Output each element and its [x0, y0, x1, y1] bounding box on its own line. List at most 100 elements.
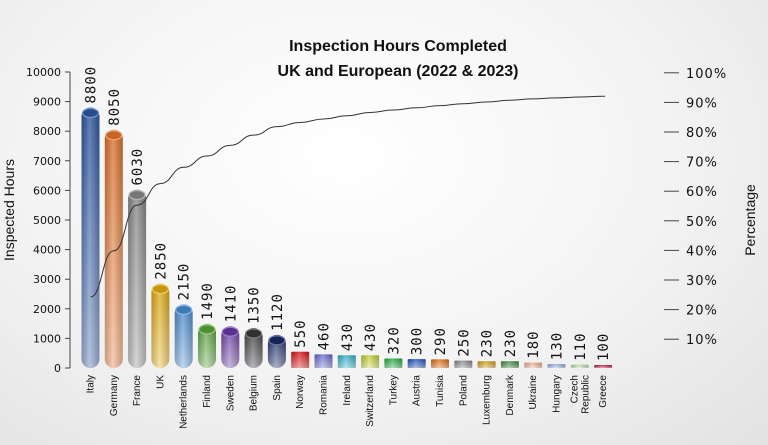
x-axis-tick-label: Romania: [319, 375, 330, 415]
bar-sheen: [291, 351, 310, 368]
y2-axis-tick-label: 70%: [686, 156, 718, 171]
data-label: 320: [386, 326, 402, 354]
bar-sheen: [477, 361, 496, 368]
bar: [431, 359, 449, 368]
x-axis-tick-label: Switzerland: [365, 375, 376, 427]
y2-axis-tick-label: 100%: [686, 67, 727, 82]
bar: [81, 107, 100, 369]
chart-title-line-1: Inspection Hours Completed: [289, 38, 507, 55]
data-label: 2150: [177, 263, 193, 301]
x-axis-tick-label: Turkey: [388, 375, 399, 405]
x-axis-tick-label: Czech: [569, 375, 580, 403]
bar-sheen: [407, 359, 426, 368]
bar-sheen: [547, 364, 566, 368]
bar-sheen: [570, 364, 589, 368]
bar-sheen: [151, 283, 170, 368]
bar-sheen: [524, 362, 543, 368]
x-axis-tick-label: Germany: [109, 375, 120, 416]
data-label: 230: [503, 329, 519, 357]
data-label: 430: [363, 323, 379, 351]
x-axis-tick-label: Denmark: [505, 374, 516, 416]
data-label: 230: [480, 329, 496, 357]
bar-cap: [105, 130, 123, 141]
x-axis-tick-label: Republic: [580, 375, 591, 414]
y2-axis-tick-label: 50%: [686, 215, 718, 230]
x-axis-tick-label: UK: [155, 375, 166, 389]
x-axis-tick-label: Tunisia: [435, 375, 446, 407]
data-label: 6030: [130, 148, 146, 186]
data-label: 8800: [84, 66, 100, 104]
bar-sheen: [384, 358, 403, 368]
data-label: 110: [573, 332, 589, 360]
bar-cap: [245, 328, 263, 339]
data-label: 460: [317, 322, 333, 350]
bar: [198, 323, 216, 368]
bar-sheen: [244, 328, 263, 368]
bar-sheen: [81, 107, 100, 369]
bar-cap: [175, 304, 193, 315]
cumulative-percentage-line: [90, 95, 606, 298]
data-label: 2850: [153, 242, 169, 280]
data-label: 180: [526, 330, 542, 358]
bar: [337, 355, 356, 368]
bar-sheen: [128, 189, 147, 368]
bar-sheen: [431, 359, 449, 368]
x-axis-tick-label: Hungary: [552, 375, 563, 413]
y2-axis-tick-label: 20%: [686, 304, 718, 319]
bar: [151, 283, 170, 368]
x-axis-tick-label: Ukraine: [528, 375, 539, 410]
y-axis-tick-label: 10000: [26, 66, 61, 79]
bar: [174, 304, 193, 368]
data-label: 1410: [223, 285, 239, 323]
bar-sheen: [594, 365, 613, 368]
x-axis-tick-label: Greece: [598, 375, 609, 408]
bar: [407, 359, 426, 368]
x-axis-tick-label: Italy: [86, 375, 97, 393]
data-labels: 8800 8050 6030 2850 2150 1490 1410 1350 1120 550 4…: [84, 66, 613, 361]
bar: [361, 355, 380, 368]
bar: [384, 358, 403, 368]
y-axis-label: Inspected Hours: [1, 159, 17, 261]
data-label: 8050: [107, 88, 123, 126]
bar: [314, 354, 333, 368]
bar-sheen: [314, 354, 333, 368]
y2-axis-tick-label: 90%: [686, 96, 718, 111]
bar-sheen: [221, 326, 240, 368]
x-axis-tick-label: Finland: [202, 375, 213, 408]
bar-cap: [151, 284, 169, 295]
y-axis-tick-label: 0: [54, 362, 61, 375]
bar-sheen: [500, 361, 519, 368]
bar-sheen: [198, 323, 216, 368]
y-axis: 0 1000 2000 3000 4000 5000 6000 7000 8000 9000 100…: [26, 66, 71, 375]
y-axis-tick-label: 7000: [33, 155, 61, 168]
y2-axis-label: Percentage: [742, 184, 758, 256]
x-axis-tick-label: Poland: [458, 375, 469, 406]
bar: [500, 361, 519, 368]
bar: [477, 361, 496, 368]
bar: [104, 129, 123, 368]
y-axis-tick-label: 1000: [33, 332, 61, 345]
y2-axis-tick-label: 80%: [686, 126, 718, 141]
data-label: 1120: [270, 293, 286, 331]
x-axis-labels: Italy Germany France UK Netherlands Finland Sw…: [86, 374, 610, 429]
y2-axis-tick-label: 60%: [686, 185, 718, 200]
bar: [524, 362, 543, 368]
bar-sheen: [454, 360, 473, 368]
bar-sheen: [337, 355, 356, 368]
y2-axis-tick-label: 30%: [686, 274, 718, 289]
data-label: 300: [410, 327, 426, 355]
x-axis-tick-label: Belgium: [249, 375, 260, 411]
y-axis-tick-label: 9000: [33, 96, 61, 109]
y2-axis-tick-label: 10%: [686, 333, 718, 348]
bar: [128, 189, 147, 368]
bar-sheen: [361, 355, 380, 368]
x-axis-tick-label: Luxemburg: [482, 375, 493, 425]
bar-cap: [221, 326, 239, 337]
data-label: 100: [596, 333, 612, 361]
bar: [221, 326, 240, 368]
bar-cap: [268, 335, 286, 346]
x-axis-tick-label: Sweden: [225, 375, 236, 411]
bar: [454, 360, 473, 368]
y2-axis: 10% 20% 30% 40% 50% 60% 70% 80% 90% 100%: [664, 67, 727, 348]
